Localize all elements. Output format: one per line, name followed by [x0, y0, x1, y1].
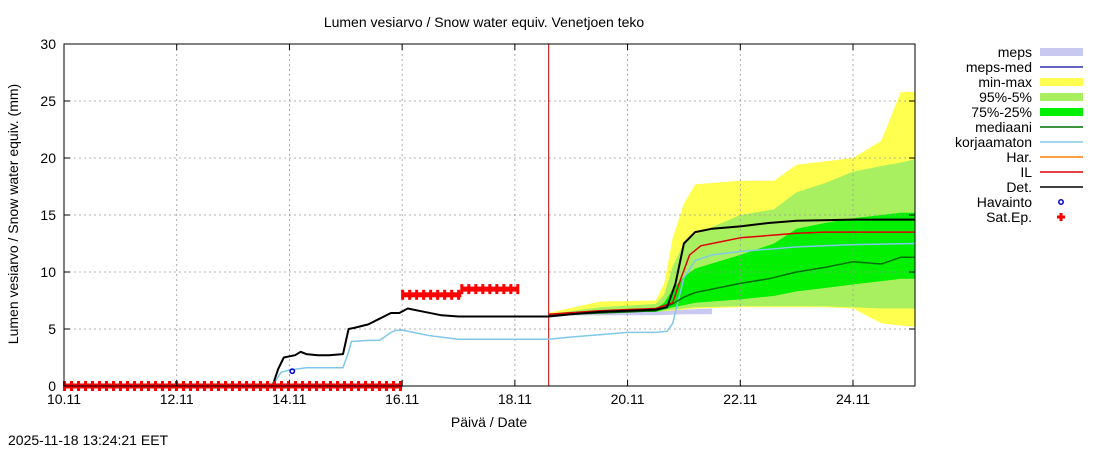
legend-label-75-25: 75%-25% [971, 104, 1032, 120]
sat-ep-marker [481, 284, 485, 295]
legend-swatch-meps [1040, 48, 1083, 56]
sat-ep-marker [436, 289, 440, 300]
x-tick-label: 22.11 [723, 391, 757, 407]
sat-ep-marker [450, 289, 454, 300]
legend-label-meps-med: meps-med [966, 59, 1032, 75]
legend-label-det: Det. [1006, 179, 1032, 195]
sat-ep-marker [467, 284, 471, 295]
x-axis-label: Päivä / Date [451, 414, 527, 430]
y-tick-label: 15 [40, 207, 56, 223]
series-line-il [548, 231, 915, 315]
legend: mepsmeps-medmin-max95%-5%75%-25%mediaani… [955, 44, 1083, 225]
sat-ep-marker [408, 289, 412, 300]
y-tick-label: 10 [40, 264, 56, 280]
series-line-det- [271, 218, 915, 387]
legend-swatch-95-5 [1040, 93, 1083, 101]
series-lines [271, 44, 916, 387]
legend-label-95-5: 95%-5% [979, 89, 1032, 105]
y-tick-label: 5 [48, 321, 56, 337]
legend-swatch-min-max [1040, 78, 1083, 86]
y-tick-label: 25 [40, 93, 56, 109]
sat-ep-marker [443, 289, 447, 300]
sat-ep-marker [457, 289, 461, 300]
grid [64, 44, 915, 386]
x-tick-label: 16.11 [385, 391, 419, 407]
series-line-korjaamaton [271, 242, 916, 387]
y-axis-label: Lumen vesiarvo / Snow water equiv. (mm) [5, 84, 21, 344]
x-tick-label: 10.11 [47, 391, 81, 407]
y-tick-label: 20 [40, 150, 56, 166]
legend-label-har: Har. [1006, 149, 1032, 165]
x-tick-label: 20.11 [611, 391, 645, 407]
sat-ep-marker [422, 289, 426, 300]
sat-ep-marker [415, 289, 419, 300]
legend-label-min-max: min-max [978, 74, 1032, 90]
legend-label-havainto: Havainto [977, 194, 1032, 210]
sat-ep-marker [474, 284, 478, 295]
legend-swatch-sat-ep [1059, 213, 1063, 221]
sat-ep-marker [502, 284, 506, 295]
legend-label-il: IL [1020, 164, 1032, 180]
legend-label-mediaani: mediaani [975, 119, 1032, 135]
y-tick-label: 30 [40, 36, 56, 52]
legend-label-meps: meps [998, 44, 1032, 60]
band-75-25 [548, 212, 915, 316]
y-tick-label: 0 [48, 378, 56, 394]
x-tick-label: 14.11 [272, 391, 306, 407]
sat-ep-marker [488, 284, 492, 295]
x-axis-ticks: 10.11 12.11 14.11 16.11 18.11 20.11 22.11 24.11 [47, 44, 870, 407]
sat-ep-marker [495, 284, 499, 295]
sat-ep-marker [460, 284, 464, 295]
legend-swatch-havainto [1058, 199, 1064, 205]
sat-ep-marker [509, 284, 513, 295]
legend-label-sat-ep: Sat.Ep. [986, 209, 1032, 225]
x-tick-label: 24.11 [836, 391, 870, 407]
sat-ep-marker [516, 284, 520, 295]
legend-label-korjaamaton: korjaamaton [955, 134, 1032, 150]
havainto-point [289, 368, 296, 375]
x-tick-label: 18.11 [498, 391, 532, 407]
y-axis-ticks: 0 5 10 15 20 25 30 [40, 36, 915, 394]
sat-ep-marker [401, 289, 405, 300]
x-tick-label: 12.11 [160, 391, 194, 407]
legend-swatch-75-25 [1040, 108, 1083, 116]
sat-ep-marker [429, 289, 433, 300]
chart-title: Lumen vesiarvo / Snow water equiv. Venet… [324, 14, 645, 30]
timestamp: 2025-11-18 13:24:21 EET [8, 432, 169, 448]
